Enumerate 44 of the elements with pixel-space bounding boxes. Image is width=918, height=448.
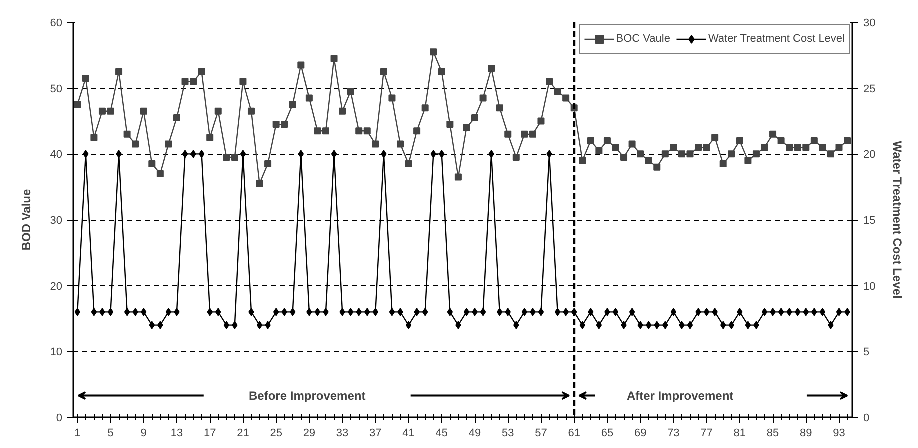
- y-tick-label: 0: [56, 412, 63, 424]
- y2-tick-label: 15: [864, 215, 876, 227]
- x-tick-label: 13: [170, 428, 184, 440]
- y-tick-label: 50: [50, 83, 63, 96]
- x-tick-label: 53: [502, 428, 514, 440]
- annotation: Before Improvement: [249, 388, 366, 403]
- x-tick-label: 17: [204, 428, 216, 440]
- x-tick-label: 9: [140, 428, 147, 440]
- x-tick-label: 89: [800, 428, 812, 440]
- y2-tick-label: 25: [864, 83, 876, 96]
- x-tick-label: 61: [568, 428, 580, 440]
- x-tick-label: 37: [370, 428, 382, 440]
- annotation: After Improvement: [626, 388, 734, 403]
- y2-axis-title: Water Treatment Cost Level: [890, 141, 905, 299]
- x-tick-label: 57: [535, 428, 548, 440]
- x-tick-label: 81: [734, 428, 746, 440]
- x-tick-label: 65: [601, 428, 614, 440]
- x-tick-label: 21: [237, 428, 250, 440]
- x-tick-label: 49: [468, 428, 482, 440]
- y2-tick-label: 30: [864, 18, 876, 30]
- y2-tick-label: 20: [864, 149, 876, 162]
- y-tick-label: 40: [50, 149, 63, 162]
- x-tick-label: 25: [270, 428, 282, 440]
- y-tick-label: 20: [50, 280, 63, 293]
- x-tick-label: 1: [74, 428, 81, 440]
- x-tick-label: 5: [108, 428, 114, 440]
- x-tick-label: 29: [303, 428, 316, 440]
- x-tick-label: 93: [833, 428, 846, 440]
- y2-tick-label: 0: [864, 412, 870, 424]
- y-tick-label: 60: [50, 18, 63, 30]
- legend-label: BOC Vaule: [616, 33, 670, 45]
- x-tick-label: 69: [634, 428, 647, 440]
- y2-tick-label: 5: [864, 346, 870, 359]
- x-tick-label: 41: [402, 428, 415, 440]
- x-tick-label: 73: [668, 428, 680, 440]
- x-tick-label: 33: [336, 428, 349, 440]
- x-tick-label: 45: [436, 428, 448, 440]
- y-tick-label: 10: [50, 346, 63, 359]
- y-axis-title: BOD Value: [19, 188, 34, 251]
- legend-label: Water Treatment Cost Level: [708, 33, 845, 45]
- x-tick-label: 77: [700, 428, 713, 440]
- x-tick-label: 85: [766, 428, 780, 440]
- y-tick-label: 30: [50, 215, 63, 227]
- y2-tick-label: 10: [864, 280, 876, 293]
